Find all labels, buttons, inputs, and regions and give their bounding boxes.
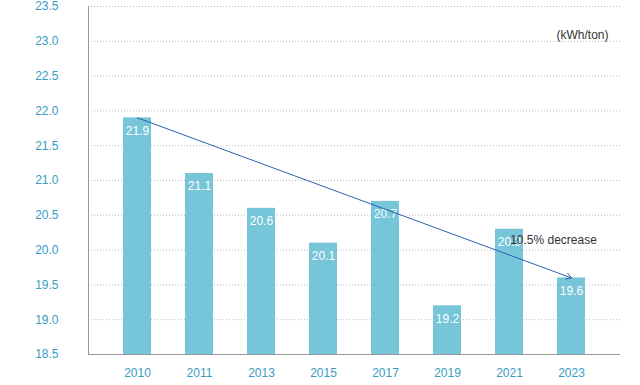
svg-text:19.5: 19.5 xyxy=(35,278,59,292)
svg-text:21.1: 21.1 xyxy=(188,179,212,193)
svg-text:(kWh/ton): (kWh/ton) xyxy=(556,28,608,42)
svg-text:18.5: 18.5 xyxy=(35,347,59,361)
svg-text:2015: 2015 xyxy=(310,366,337,380)
svg-text:20.6: 20.6 xyxy=(250,214,274,228)
svg-text:23.5: 23.5 xyxy=(35,0,59,13)
svg-text:2013: 2013 xyxy=(248,366,275,380)
svg-text:21.0: 21.0 xyxy=(35,173,59,187)
svg-text:2019: 2019 xyxy=(434,366,461,380)
svg-text:22.0: 22.0 xyxy=(35,104,59,118)
svg-text:2011: 2011 xyxy=(187,366,213,380)
svg-text:2017: 2017 xyxy=(372,366,399,380)
svg-text:19.2: 19.2 xyxy=(436,312,460,326)
svg-text:10.5% decrease: 10.5% decrease xyxy=(510,233,597,247)
svg-text:2023: 2023 xyxy=(558,366,585,380)
svg-text:20.1: 20.1 xyxy=(312,249,336,263)
svg-text:20.0: 20.0 xyxy=(35,243,59,257)
svg-text:20.7: 20.7 xyxy=(373,207,398,222)
svg-text:23.0: 23.0 xyxy=(35,34,59,48)
svg-text:21.5: 21.5 xyxy=(35,139,59,153)
svg-text:20.5: 20.5 xyxy=(35,208,59,222)
svg-text:2010: 2010 xyxy=(124,366,151,380)
svg-text:22.5: 22.5 xyxy=(35,69,59,83)
svg-text:21.9: 21.9 xyxy=(126,124,150,138)
svg-text:19.6: 19.6 xyxy=(560,284,584,298)
svg-text:19.0: 19.0 xyxy=(35,313,59,327)
svg-text:2021: 2021 xyxy=(496,366,523,380)
